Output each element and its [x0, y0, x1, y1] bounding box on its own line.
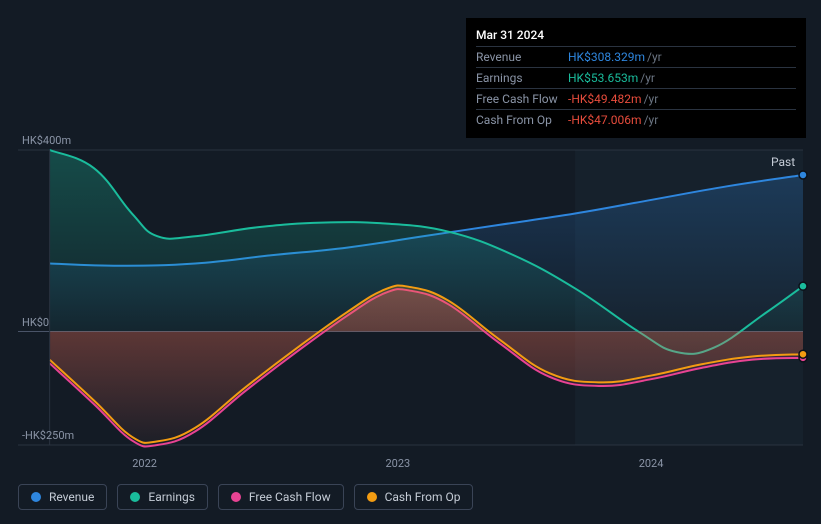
legend-swatch-icon — [367, 492, 377, 502]
legend: Revenue Earnings Free Cash Flow Cash From O… — [18, 484, 473, 510]
x-axis-label: 2023 — [385, 457, 410, 470]
tooltip-row-label: Revenue — [476, 49, 568, 65]
tooltip-row-value: -HK$47.006m — [568, 112, 642, 128]
tooltip-row-value: HK$308.329m — [568, 49, 645, 65]
legend-item-label: Cash From Op — [385, 490, 461, 504]
legend-item-revenue[interactable]: Revenue — [18, 484, 107, 510]
y-axis-label: HK$0 — [22, 316, 49, 329]
tooltip-row-value: HK$53.653m — [568, 70, 638, 86]
tooltip-panel: Mar 31 2024 RevenueHK$308.329m/yrEarning… — [466, 18, 806, 138]
legend-swatch-icon — [130, 492, 140, 502]
legend-item-cash-from-op[interactable]: Cash From Op — [354, 484, 474, 510]
legend-item-free-cash-flow[interactable]: Free Cash Flow — [218, 484, 344, 510]
legend-swatch-icon — [231, 492, 241, 502]
legend-swatch-icon — [31, 492, 41, 502]
tooltip-row-unit: /yr — [644, 91, 659, 107]
tooltip-row: Free Cash Flow-HK$49.482m/yr — [476, 89, 796, 110]
series-marker-cfo — [799, 350, 807, 358]
y-axis-label: HK$400m — [22, 134, 71, 147]
y-axis-label: -HK$250m — [22, 429, 74, 442]
series-marker-revenue — [799, 171, 807, 179]
tooltip-date: Mar 31 2024 — [476, 24, 796, 47]
x-axis-label: 2024 — [639, 457, 664, 470]
legend-item-label: Revenue — [49, 490, 94, 504]
tooltip-row: Cash From Op-HK$47.006m/yr — [476, 110, 796, 130]
legend-item-earnings[interactable]: Earnings — [117, 484, 208, 510]
tooltip-row: RevenueHK$308.329m/yr — [476, 47, 796, 68]
series-marker-earnings — [799, 282, 807, 290]
tooltip-row-unit: /yr — [647, 49, 662, 65]
x-axis-label: 2022 — [132, 457, 157, 470]
legend-item-label: Free Cash Flow — [249, 490, 331, 504]
tooltip-row-label: Free Cash Flow — [476, 91, 568, 107]
financials-chart-container: { "chart": { "type": "area-line", "width… — [0, 0, 821, 524]
legend-item-label: Earnings — [148, 490, 195, 504]
tooltip-row-label: Earnings — [476, 70, 568, 86]
tooltip-row-label: Cash From Op — [476, 112, 568, 128]
tooltip-row: EarningsHK$53.653m/yr — [476, 68, 796, 89]
tooltip-row-unit: /yr — [640, 70, 655, 86]
tooltip-row-value: -HK$49.482m — [568, 91, 642, 107]
tooltip-row-unit: /yr — [644, 112, 659, 128]
past-label: Past — [771, 155, 795, 169]
